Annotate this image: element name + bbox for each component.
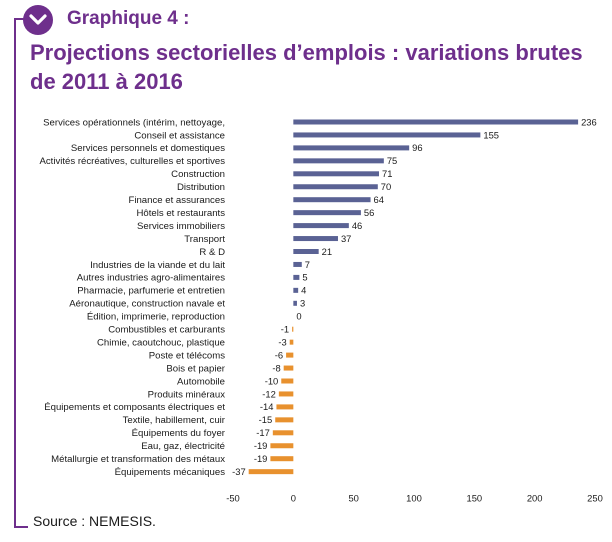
bar <box>293 132 481 138</box>
bar <box>276 404 294 410</box>
category-label: Industries de la viande et du lait <box>90 260 225 271</box>
bar <box>270 456 294 462</box>
data-label: 70 <box>381 181 391 192</box>
data-label: -15 <box>259 414 273 425</box>
bar <box>293 184 378 190</box>
chart-title: Projections sectorielles d’emplois : var… <box>30 40 583 94</box>
bar <box>293 158 384 164</box>
bar <box>293 261 302 267</box>
bar <box>293 249 319 254</box>
data-label: 21 <box>322 246 332 257</box>
data-label: -1 <box>281 324 289 335</box>
bar <box>292 326 294 332</box>
category-label: Services opérationnels (intérim, nettoya… <box>43 117 225 128</box>
category-label: Services personnels et domestiques <box>71 143 225 154</box>
data-label: 155 <box>483 129 499 140</box>
bar <box>293 171 380 177</box>
category-label: Poste et télécoms <box>149 350 225 361</box>
category-label: Édition, imprimerie, reproduction <box>87 312 225 323</box>
data-label: 46 <box>352 220 362 231</box>
bar <box>293 210 361 216</box>
data-label: -8 <box>272 362 280 373</box>
x-tick-label: -50 <box>226 493 240 503</box>
category-label: Chimie, caoutchouc, plastique <box>97 337 225 348</box>
x-tick-label: 0 <box>291 493 296 503</box>
x-tick-label: 200 <box>527 493 543 503</box>
category-label: Distribution <box>177 182 225 193</box>
category-label: Pharmacie, parfumerie et entretien <box>77 286 225 297</box>
chevron-check-icon <box>23 5 53 35</box>
source-note: Source : NEMESIS. <box>33 513 156 529</box>
data-label: 56 <box>364 207 374 218</box>
category-label: Construction <box>171 169 225 180</box>
category-label: Automobile <box>177 376 225 387</box>
category-label: Combustibles et carburants <box>108 325 225 336</box>
bar <box>248 469 294 475</box>
category-label: Conseil et assistance <box>134 130 225 141</box>
bar <box>286 352 294 358</box>
data-label: 5 <box>302 272 307 283</box>
bar <box>293 300 297 306</box>
bar <box>293 287 299 293</box>
category-label: Services immobiliers <box>137 221 225 232</box>
data-label: 64 <box>374 194 384 205</box>
category-label: Autres industries agro-alimentaires <box>77 273 225 284</box>
category-label: Hôtels et restaurants <box>136 208 225 219</box>
data-label: 96 <box>412 142 422 153</box>
bar <box>289 339 294 345</box>
data-label: 71 <box>382 168 392 179</box>
category-label: Métallurgie et transformation des métaux <box>51 454 225 465</box>
data-label: -6 <box>275 349 283 360</box>
data-label: -3 <box>278 336 286 347</box>
bar <box>278 391 294 397</box>
data-label: -12 <box>262 388 276 399</box>
bar <box>272 430 294 436</box>
data-label: 37 <box>341 233 351 244</box>
data-label: -19 <box>254 453 268 464</box>
bar <box>293 119 579 125</box>
data-label: -19 <box>254 440 268 451</box>
bar <box>275 417 294 423</box>
data-label: 3 <box>300 298 305 309</box>
bar <box>293 236 338 242</box>
category-label: Aéronautique, construction navale et <box>69 299 225 310</box>
data-label: -10 <box>265 375 279 386</box>
frame-line-top <box>14 18 26 20</box>
bar <box>281 378 294 384</box>
data-label: -17 <box>256 427 270 438</box>
data-label: 236 <box>581 116 597 127</box>
category-label: Équipements mécaniques <box>115 467 226 478</box>
data-label: 0 <box>296 311 301 322</box>
bar <box>293 145 410 151</box>
bar <box>293 197 371 203</box>
data-label: 7 <box>305 259 310 270</box>
bar <box>293 274 300 280</box>
category-label: R & D <box>199 247 225 258</box>
category-label: Textile, habillement, cuir <box>123 415 226 426</box>
category-label: Activités récréatives, culturelles et sp… <box>39 156 225 167</box>
category-label: Finance et assurances <box>128 195 225 206</box>
bar <box>270 443 294 449</box>
category-label: Équipements et composants électriques et <box>44 402 225 413</box>
category-label: Eau, gaz, électricité <box>141 441 225 452</box>
x-tick-label: 150 <box>467 493 483 503</box>
frame-line-bottom <box>14 526 28 528</box>
x-tick-label: 50 <box>348 493 358 503</box>
x-tick-label: 100 <box>406 493 422 503</box>
data-label: 75 <box>387 155 397 166</box>
bar <box>283 365 294 371</box>
category-label: Transport <box>184 234 225 245</box>
data-label: -14 <box>260 401 274 412</box>
x-tick-label: 250 <box>587 493 603 503</box>
category-label: Équipements du foyer <box>132 428 226 439</box>
graphique-label: Graphique 4 : <box>67 8 190 29</box>
category-label: Bois et papier <box>166 363 225 374</box>
data-label: -37 <box>232 466 246 477</box>
bar <box>293 223 349 229</box>
category-label: Produits minéraux <box>148 389 226 400</box>
bar-chart: Services opérationnels (intérim, nettoya… <box>39 116 603 503</box>
data-label: 4 <box>301 285 306 296</box>
frame-line-vertical <box>14 18 16 528</box>
